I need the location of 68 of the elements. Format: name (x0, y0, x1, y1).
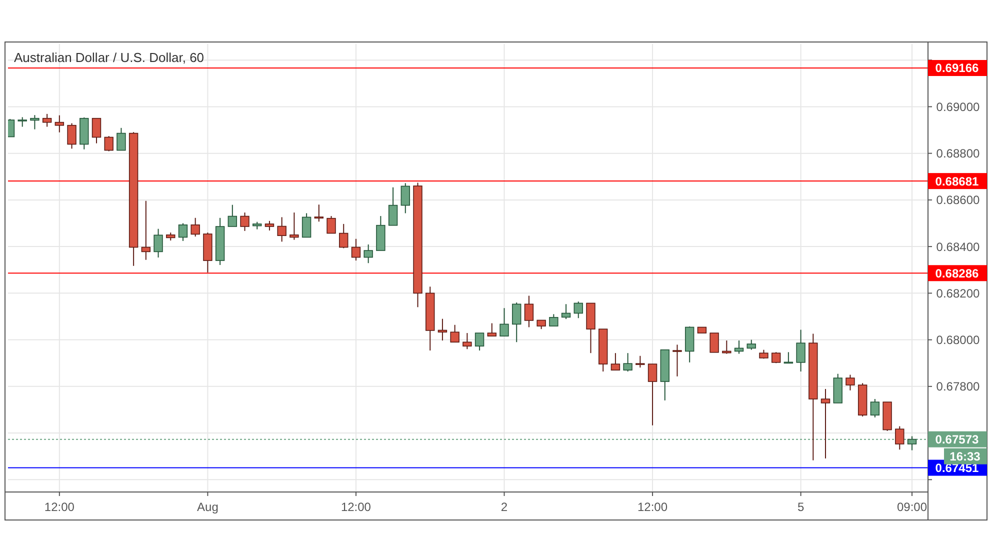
candlestick (18, 116, 27, 128)
x-tick-label: Aug (197, 500, 218, 514)
y-tick-label: 0.68400 (936, 240, 980, 254)
candlestick (796, 329, 806, 372)
candlestick (92, 118, 102, 144)
candlestick (54, 114, 64, 133)
candlestick (746, 339, 756, 350)
candlestick (487, 322, 496, 337)
candlestick (474, 332, 484, 352)
y-tick-label: 0.68000 (936, 332, 980, 347)
x-tick-label: 09:00 (896, 500, 928, 514)
candlestick (610, 352, 620, 371)
y-tick-label: 0.68800 (936, 146, 980, 161)
candlestick (104, 136, 114, 152)
ref-line-label: 0.68286 (935, 266, 980, 280)
candlestick (636, 355, 645, 368)
x-tick-label: 12:00 (44, 500, 75, 514)
y-tick-label: 0.69000 (936, 100, 980, 114)
candlestick (290, 212, 299, 240)
candlestick (574, 301, 583, 319)
candlestick (500, 308, 509, 337)
candlestick (277, 216, 286, 242)
candlestick (870, 398, 880, 418)
ref-line-label: 0.68681 (935, 174, 980, 188)
candlestick (178, 222, 188, 242)
ref-line-label: 0.69166 (935, 61, 980, 76)
y-tick-label: 0.67800 (936, 380, 980, 394)
candlestick (302, 212, 312, 238)
candlestick (438, 318, 448, 341)
candlestick (42, 113, 52, 128)
candlestick (326, 216, 336, 234)
text: Australian Dollar / U.S. Dollar, 60 (14, 50, 204, 65)
y-tick-label: 0.68600 (936, 193, 980, 208)
candlestick (895, 426, 904, 450)
candlestick (524, 295, 534, 328)
candlestick (190, 217, 200, 238)
candlestick (462, 332, 472, 350)
candlestick (339, 223, 348, 249)
candlestick (672, 344, 682, 377)
candlestick (141, 200, 151, 260)
candlestick (264, 220, 274, 231)
x-tick-label: 5 (797, 500, 804, 514)
ref-line-label: 0.67573 (935, 432, 980, 447)
candlestick (846, 374, 855, 391)
x-tick-label: 12:00 (340, 500, 372, 514)
candlestick (561, 304, 571, 320)
candlestick (710, 332, 719, 353)
candlestick (351, 238, 361, 262)
candlestick (30, 114, 40, 130)
candlestick (400, 182, 410, 214)
candlestick (240, 212, 250, 232)
candlestick (648, 364, 658, 426)
candlestick (67, 122, 76, 150)
y-tick-label: 0.68200 (936, 286, 980, 300)
candlestick (734, 340, 744, 354)
x-tick-label: 2 (500, 500, 508, 514)
candlestick (116, 127, 126, 151)
candlestick (228, 204, 238, 228)
x-tick-label: 12:00 (638, 500, 668, 514)
candlestick (450, 324, 460, 343)
candlestick (364, 244, 373, 264)
candlestick (512, 302, 522, 343)
candlestick (314, 204, 324, 222)
candlestick (388, 186, 398, 226)
candlestick (623, 352, 632, 372)
candlestick (549, 314, 558, 327)
candlestick (820, 388, 830, 459)
candlestick (154, 228, 163, 258)
